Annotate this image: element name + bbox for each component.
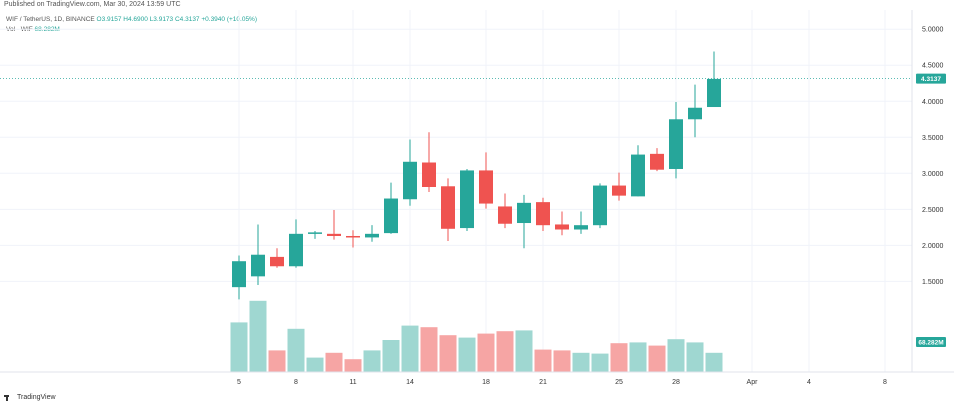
grid [0, 10, 912, 372]
y-tick-label: 2.5000 [922, 207, 944, 214]
volume-bar [287, 328, 305, 372]
x-tick-label: Apr [747, 379, 759, 386]
x-tick-label: 18 [482, 379, 490, 386]
candle-body [593, 185, 607, 226]
candle-body [574, 225, 588, 230]
y-tick-label: 3.0000 [922, 171, 944, 178]
volume-bar [420, 327, 438, 372]
candles [232, 51, 721, 300]
symbol-label: WIF / TetherUS, 1D, BINANCE [6, 16, 95, 23]
tradingview-icon [4, 394, 14, 401]
candle-body [460, 170, 474, 229]
volume-bar [648, 345, 666, 372]
x-tick-label: 21 [539, 379, 547, 386]
volume-bar [230, 322, 248, 372]
candle-body [688, 107, 702, 120]
ohlc-values: O3.9157 H4.6900 L3.9173 C4.3137 +0.3940 … [96, 16, 258, 23]
volume-bar [572, 352, 590, 372]
symbol-row: WIF / TetherUS, 1D, BINANCE O3.9157 H4.6… [6, 15, 257, 25]
volume-bar [610, 343, 628, 372]
candle-body [498, 206, 512, 224]
candle-body [365, 233, 379, 238]
volume-bar [439, 335, 457, 372]
volume-bar [591, 353, 609, 372]
volume-bar [553, 350, 571, 372]
last-volume-badge: 68.282M [918, 340, 943, 347]
volume-bar [629, 342, 647, 372]
candle-body [707, 78, 721, 108]
candle-body [479, 170, 493, 204]
x-tick-label: 5 [237, 379, 241, 386]
price-badges: 4.3137 68.282M [916, 73, 946, 347]
x-tick-label: 8 [883, 379, 887, 386]
candle-body [251, 254, 265, 277]
volume-bar [534, 349, 552, 372]
volume-bar [249, 300, 267, 372]
y-tick-label: 4.5000 [922, 63, 944, 70]
brand-name: TradingView [17, 394, 56, 401]
candle-body [517, 202, 531, 224]
candle-body [289, 233, 303, 267]
volume-bars [230, 300, 723, 372]
x-tick-label: 28 [672, 379, 680, 386]
volume-bar [268, 350, 286, 372]
x-tick-label: 14 [406, 379, 414, 386]
candle-body [441, 186, 455, 229]
volume-bar [325, 352, 343, 372]
tradingview-logo: TradingView [4, 394, 56, 401]
volume-bar [705, 352, 723, 372]
x-tick-label: 11 [349, 379, 356, 386]
volume-bar [344, 359, 362, 372]
x-tick-label: 8 [294, 379, 298, 386]
candle-body [346, 235, 360, 238]
volume-bar [382, 340, 400, 372]
candle-body [270, 256, 284, 267]
volume-bar [515, 330, 533, 372]
y-tick-label: 4.0000 [922, 99, 944, 106]
candle-body [555, 224, 569, 230]
candle-body [669, 119, 683, 169]
last-price-badge: 4.3137 [921, 76, 941, 83]
volume-bar [496, 331, 514, 372]
axes: 5.0000 4.5000 4.0000 3.5000 3.0000 2.5000 2.00… [0, 10, 954, 386]
volume-bar [401, 325, 419, 372]
candle-body [612, 185, 626, 196]
candle-body [650, 153, 664, 170]
candle-body [536, 202, 550, 226]
published-note: Published on TradingView.com, Mar 30, 20… [4, 1, 181, 8]
candle-body [403, 161, 417, 200]
y-tick-label: 5.0000 [922, 27, 944, 34]
x-tick-label: 25 [615, 379, 623, 386]
candle-body [308, 232, 322, 234]
volume-bar [306, 357, 324, 372]
volume-bar [686, 342, 704, 372]
volume-bar [667, 339, 685, 372]
candle-body [327, 233, 341, 236]
last-volume-badge-bg [916, 337, 946, 347]
last-price-badge-bg [916, 73, 946, 84]
volume-bar [458, 337, 476, 372]
y-tick-label: 1.5000 [922, 279, 944, 286]
volume-bar [363, 350, 381, 372]
x-tick-label: 4 [807, 379, 811, 386]
y-tick-label: 3.5000 [922, 135, 944, 142]
candle-body [631, 154, 645, 197]
y-tick-label: 2.0000 [922, 243, 944, 250]
candle-body [232, 261, 246, 288]
candle-body [422, 162, 436, 187]
candle-body [384, 198, 398, 234]
volume-bar [477, 333, 495, 372]
